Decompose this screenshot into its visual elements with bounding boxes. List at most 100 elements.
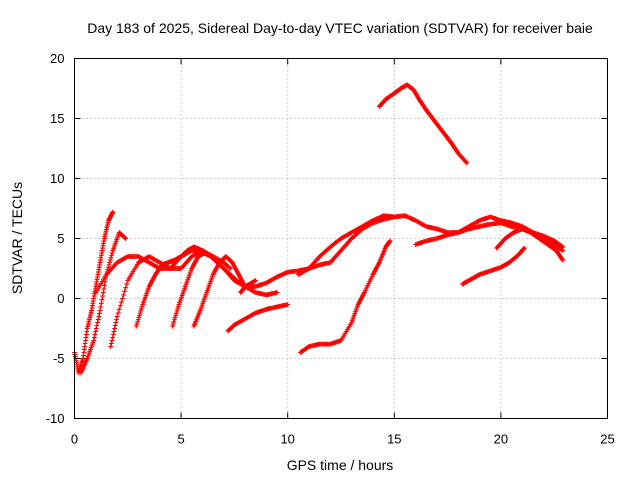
x-tick-label: 10 — [280, 432, 294, 447]
data-point — [113, 320, 119, 325]
chart-title: Day 183 of 2025, Sidereal Day-to-day VTE… — [87, 20, 593, 36]
data-point — [97, 311, 102, 316]
data-point — [175, 306, 181, 312]
data-point — [108, 344, 114, 349]
data-point — [91, 338, 97, 343]
x-axis-label: GPS time / hours — [287, 457, 394, 473]
data-point — [101, 286, 107, 292]
data-point — [253, 278, 259, 283]
data-point — [135, 317, 141, 323]
x-tick-label: 20 — [494, 432, 508, 447]
data-point — [112, 326, 117, 331]
data-point — [106, 262, 112, 268]
data-point — [111, 329, 117, 334]
data-point — [134, 321, 140, 327]
data-point — [559, 243, 565, 249]
data-point — [122, 235, 128, 241]
x-tick-label: 0 — [71, 432, 78, 447]
data-point — [93, 326, 99, 331]
data-point — [227, 265, 232, 271]
data-point — [108, 341, 114, 346]
data-point — [116, 306, 122, 312]
data-point — [172, 317, 177, 323]
data-point — [100, 293, 106, 299]
x-tick-label: 15 — [387, 432, 401, 447]
data-point — [119, 299, 124, 305]
data-point — [285, 302, 291, 307]
data-point — [114, 314, 120, 319]
data-point — [171, 319, 177, 325]
series-arc-11 — [298, 238, 393, 355]
data-point — [91, 335, 97, 340]
data-point — [139, 304, 145, 310]
data-point — [124, 281, 130, 287]
data-point — [123, 285, 129, 291]
data-point — [170, 323, 175, 329]
series-arc-2 — [78, 230, 129, 376]
data-point — [123, 236, 129, 241]
data-point — [175, 304, 181, 310]
series-arc-5 — [133, 244, 205, 329]
data-point — [92, 332, 98, 337]
data-point — [114, 317, 119, 322]
data-point — [110, 335, 116, 340]
data-point — [391, 214, 397, 220]
data-point — [120, 296, 125, 301]
data-point — [98, 300, 104, 306]
data-point — [94, 323, 100, 328]
y-tick-label: 15 — [50, 111, 64, 126]
data-point — [387, 238, 393, 244]
data-point — [170, 321, 176, 327]
y-axis-label: SDTVAR / TECUs — [9, 182, 25, 294]
y-tick-label: 20 — [50, 51, 64, 66]
data-point — [109, 250, 115, 256]
y-tick-label: -10 — [46, 411, 65, 426]
data-point — [559, 256, 565, 262]
data-point — [99, 297, 105, 303]
data-point — [95, 320, 100, 325]
data-point — [560, 244, 566, 250]
series-arc-13 — [413, 220, 566, 250]
data-point — [97, 308, 103, 313]
data-point — [122, 288, 128, 294]
axis-ticks: 0 5 10 15 20 25 -10 -5 0 5 10 15 20 — [46, 51, 615, 447]
x-tick-label: 5 — [177, 432, 184, 447]
data-points — [72, 82, 566, 376]
y-tick-label: 5 — [57, 231, 64, 246]
data-point — [100, 290, 106, 295]
series-arc-1 — [72, 209, 116, 376]
data-point — [96, 314, 102, 319]
data-point — [137, 310, 143, 316]
data-point — [560, 257, 566, 263]
data-point — [109, 338, 115, 343]
data-point — [93, 329, 99, 334]
data-point — [105, 264, 111, 270]
data-point — [521, 245, 527, 251]
data-point — [174, 308, 180, 314]
data-point — [102, 282, 107, 288]
data-point — [112, 323, 118, 328]
data-point — [173, 312, 179, 318]
series-arc-10 — [295, 213, 397, 277]
data-point — [107, 257, 113, 263]
series-arc-8 — [225, 302, 291, 334]
data-point — [174, 310, 179, 316]
data-point — [121, 292, 126, 298]
data-point — [108, 255, 114, 261]
data-point — [107, 260, 113, 265]
x-tick-label: 25 — [600, 432, 614, 447]
data-point — [133, 323, 139, 329]
data-point — [115, 310, 121, 316]
data-point — [109, 252, 114, 258]
data-point — [95, 317, 101, 322]
data-point — [137, 312, 142, 318]
data-point — [117, 303, 123, 309]
data-point — [463, 159, 469, 165]
data-point — [138, 308, 144, 314]
data-point — [98, 304, 104, 310]
data-point — [110, 209, 116, 215]
y-tick-label: 10 — [50, 171, 64, 186]
data-point — [274, 290, 280, 295]
data-point — [521, 246, 527, 252]
